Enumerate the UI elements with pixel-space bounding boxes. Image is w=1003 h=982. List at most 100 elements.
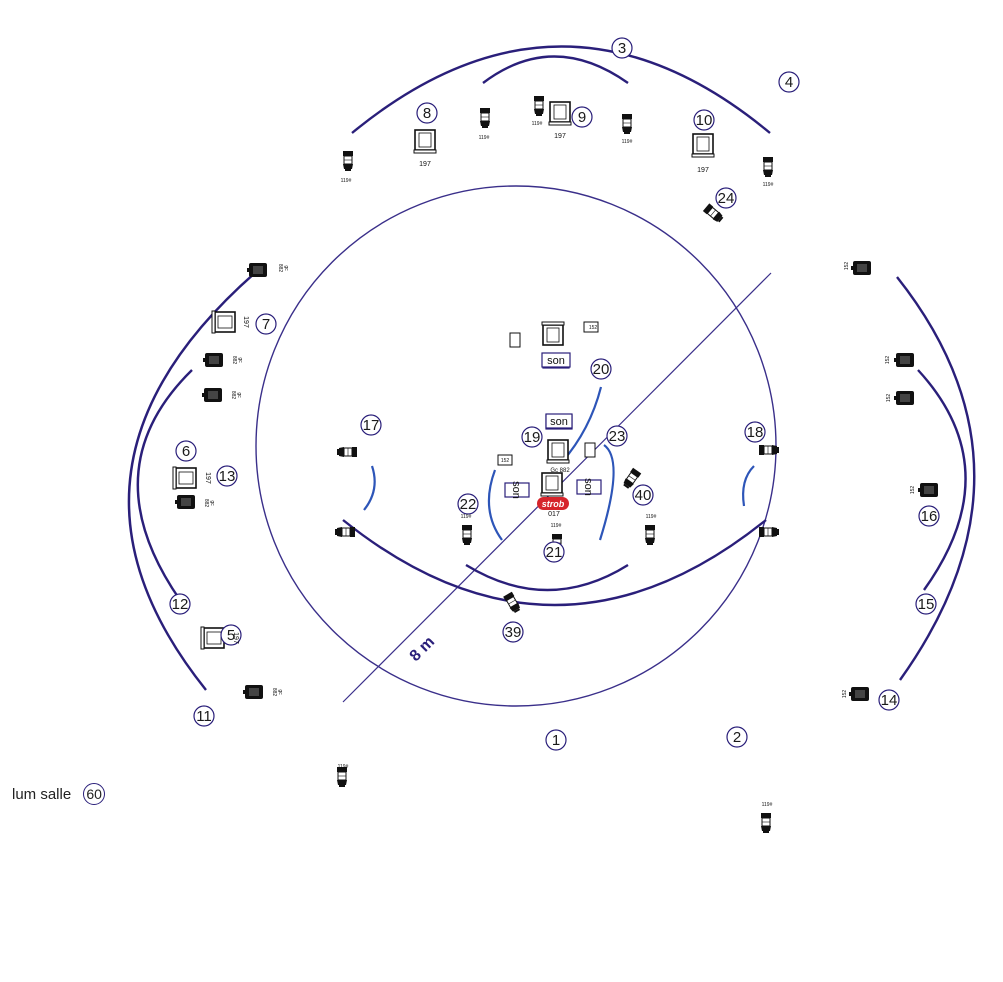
gel-right-par-16: 152: [910, 486, 916, 495]
channel-11: 11: [193, 705, 215, 727]
gel-front-left: 119#: [338, 764, 349, 770]
gel-left-par-1a: 882: [277, 264, 283, 273]
sound-box-left-label: son: [510, 481, 522, 499]
sound-boxes-layer: son son son son: [504, 352, 602, 499]
channel-3-number: 3: [618, 40, 626, 57]
fixture-back-left: [343, 151, 353, 171]
house-lights-channel: 60: [83, 783, 106, 805]
channel-8: 8: [416, 102, 438, 124]
gel-pc-5: 197: [232, 632, 239, 644]
fixture-pc-10: [691, 133, 715, 158]
channel-2: 2: [726, 726, 748, 748]
gel-right-par-1: 152: [844, 262, 850, 271]
gel-front-3: 119#: [551, 523, 562, 529]
channel-18: 18: [744, 421, 766, 443]
channel-17-number: 17: [363, 417, 380, 434]
fixtures: [172, 96, 938, 833]
gel-left-par-12a: 882: [230, 391, 236, 400]
fixture-front-right: [761, 813, 771, 833]
arc-circuit-1: [465, 563, 629, 592]
gel-back-right: 119#: [763, 182, 774, 188]
channel-24-number: 24: [718, 190, 735, 207]
arc-circuit-11: [127, 271, 257, 691]
fixture-pc-6: [172, 466, 197, 490]
channel-5: 5: [220, 624, 242, 646]
sound-box-left: son: [504, 481, 530, 499]
channel-16: 16: [918, 505, 940, 527]
channel-14-number: 14: [881, 692, 898, 709]
channel-5-number: 5: [227, 627, 235, 644]
fixture-right-par-14: [849, 687, 869, 701]
channel-9-number: 9: [578, 109, 586, 126]
gel-front-2: 119#: [461, 514, 472, 520]
gel-pc-19: Gc 882: [550, 468, 570, 474]
fixture-left-par-11: [243, 685, 263, 699]
channel-3: 3: [611, 37, 633, 59]
arc-circuit-2: [342, 519, 767, 607]
gel-back-left: 119#: [341, 178, 352, 184]
fixture-left-par-2: [203, 353, 223, 367]
channel-12: 12: [169, 593, 191, 615]
fixture-back-3: [534, 96, 544, 116]
fixture-152-right: [584, 442, 596, 458]
gel-back-4: 119#: [622, 139, 633, 145]
gel-right-par-2: 152: [885, 356, 891, 365]
channel-7: 7: [255, 313, 277, 335]
channel-40: 40: [632, 484, 654, 506]
house-lights-legend: lum salle 60: [12, 783, 106, 805]
sound-box-right-label: son: [582, 478, 594, 496]
fixture-right-par-2: [894, 353, 914, 367]
fixture-left-par-13: [175, 495, 195, 509]
sound-box-right: son: [576, 478, 602, 496]
fixture-152-bottom-left: [509, 332, 521, 348]
sound-box-19: son: [545, 413, 573, 429]
gel-front-right: 119#: [762, 802, 773, 808]
fixture-39: [503, 591, 521, 614]
fixture-back-4: [622, 114, 632, 134]
gel-left-par-11a: 882: [271, 688, 277, 697]
channel-39-number: 39: [505, 624, 522, 641]
channel-22: 22: [457, 493, 479, 515]
strobe: strob: [537, 497, 569, 510]
channel-15: 15: [915, 593, 937, 615]
fixture-right-par-1: [851, 261, 871, 275]
gel-left-par-12b: gc: [236, 392, 242, 398]
channel-18-number: 18: [747, 424, 764, 441]
gel-pc-10: 197: [697, 167, 709, 174]
fixture-front-2: [462, 525, 472, 545]
fixture-40: [623, 467, 642, 489]
channel-24: 24: [715, 187, 737, 209]
house-lights-label: lum salle: [12, 785, 72, 803]
channel-6: 6: [175, 440, 197, 462]
fixture-front-left: [337, 767, 347, 787]
channel-20-number: 20: [593, 361, 610, 378]
channel-20: 20: [590, 358, 612, 380]
gel-pc-7: 197: [242, 316, 249, 328]
gel-back-2: 119#: [479, 135, 490, 141]
fixture-back-2: [480, 108, 490, 128]
gel-left-par-1b: gc: [283, 265, 289, 271]
channel-13-number: 13: [219, 468, 236, 485]
fixture-pc-7: [211, 310, 236, 334]
gel-left-par-13b: gc: [209, 500, 215, 506]
channel-9: 9: [571, 106, 593, 128]
channel-8-number: 8: [423, 105, 431, 122]
fixture-pc-19: [546, 439, 570, 464]
strobe-body: [537, 497, 569, 510]
fixture-pc-5: [200, 626, 225, 650]
channel-12-number: 12: [172, 596, 189, 613]
arc-circuit-3: [482, 55, 629, 84]
channel-17: 17: [360, 414, 382, 436]
fixture-left-par-12: [202, 388, 222, 402]
fixture-right-par-16: [918, 483, 938, 497]
circuit-arcs: [127, 45, 976, 691]
channel-2-number: 2: [733, 729, 741, 746]
fixture-pc-8: [413, 129, 437, 154]
gel-left-par-11b: gc: [277, 689, 283, 695]
cable-22: [487, 469, 503, 541]
fixture-152-bottom-right: [583, 321, 599, 333]
